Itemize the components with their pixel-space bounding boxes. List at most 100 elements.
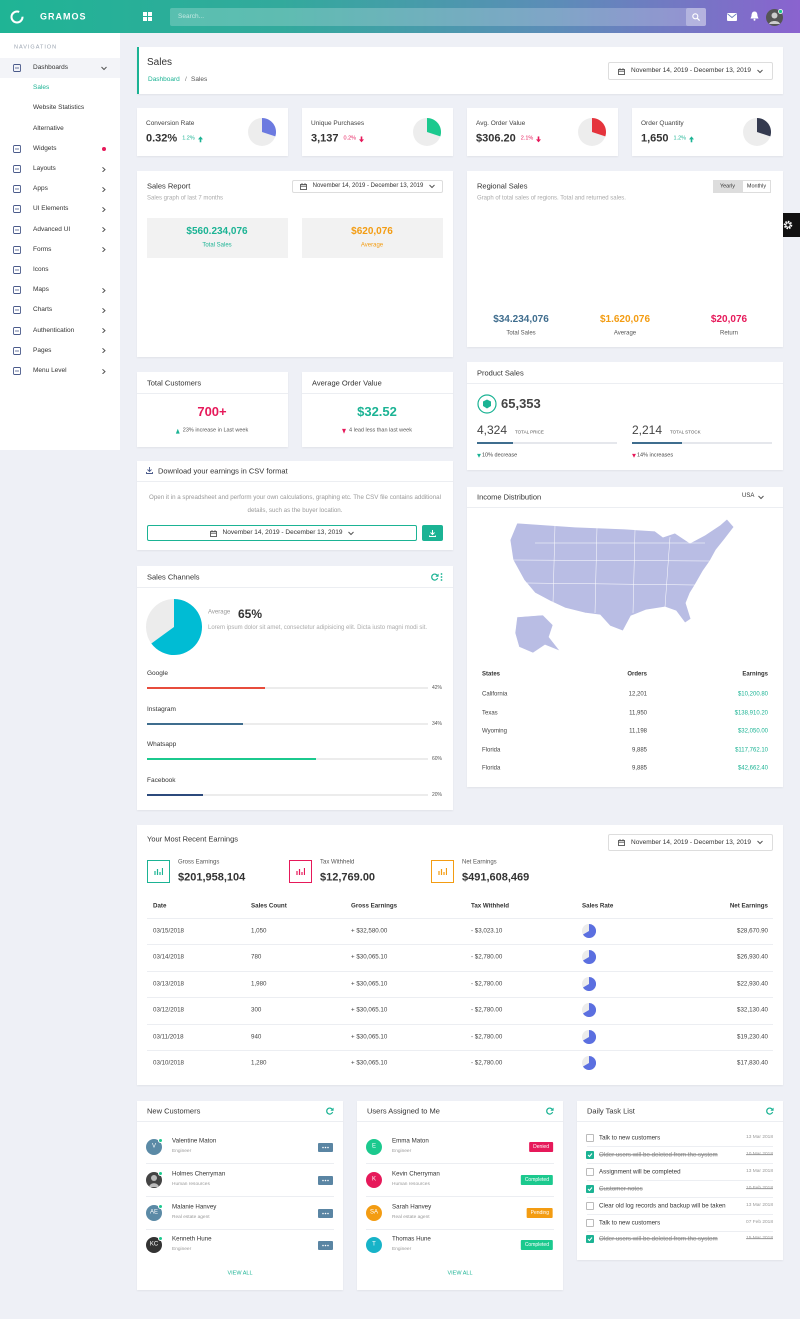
icon-part <box>327 1179 329 1182</box>
task-checkbox[interactable] <box>586 1134 594 1142</box>
trend-arrow <box>359 136 365 142</box>
task-checkbox[interactable] <box>586 1150 594 1159</box>
sales-rate-pie <box>582 950 596 965</box>
date-range-button[interactable]: November 14, 2019 - December 13, 2019 <box>608 834 773 851</box>
channel-percent: 34% <box>432 720 443 727</box>
stat-change: 0.2% <box>343 135 357 142</box>
nav-subitem[interactable] <box>0 78 120 98</box>
icon-part <box>689 136 695 142</box>
icon-part <box>769 21 780 24</box>
search-button[interactable] <box>686 8 706 26</box>
icon-part <box>102 307 106 313</box>
task-checkbox[interactable] <box>586 1218 594 1227</box>
divider <box>147 997 773 999</box>
stat-pie <box>578 118 606 146</box>
icon-part <box>753 18 756 21</box>
summary-value: $12,769.00 <box>320 871 376 884</box>
icon-part <box>13 205 21 214</box>
toggle-button[interactable] <box>742 180 771 193</box>
date-range-button[interactable]: November 14, 2019 - December 13, 2019 <box>292 180 443 193</box>
task-checkbox[interactable] <box>586 1167 594 1176</box>
table-cell: $17,830.40 <box>737 1059 768 1067</box>
calendar-icon <box>618 67 625 75</box>
search-icon <box>692 13 700 21</box>
download-text-box: Open it in a spreadsheet and perform you… <box>147 491 443 517</box>
dots-icon <box>322 1245 329 1247</box>
nav-item[interactable] <box>0 58 120 78</box>
chevron-icon <box>102 287 106 293</box>
table-cell: $32,050.00 <box>737 728 768 735</box>
usa-map <box>509 518 735 654</box>
icon-part <box>757 69 763 73</box>
card-title: Average Order Value <box>312 378 382 388</box>
trend-arrow <box>342 428 347 434</box>
avatar-initials: SA <box>369 1209 379 1215</box>
divider <box>137 1121 343 1122</box>
nav-label: Advanced UI <box>33 225 71 233</box>
task-checkbox[interactable] <box>586 1235 594 1244</box>
divider <box>146 1163 334 1164</box>
status-badge: Denied <box>529 1142 553 1152</box>
table-cell: 9,885 <box>631 765 647 772</box>
nav-dot <box>102 146 106 151</box>
icon-part <box>324 1146 327 1149</box>
online-dot <box>158 1236 163 1242</box>
summary-value: $620,076 <box>351 226 393 237</box>
nav-label: Menu Level <box>33 367 67 375</box>
table-cell: 1,050 <box>251 927 267 935</box>
chevron-icon <box>102 166 106 172</box>
toggle-label: Monthly <box>746 183 767 190</box>
person-name: Kevin Cherryman <box>392 1170 440 1178</box>
stat-value-row: $306.20 2.1% <box>476 132 542 145</box>
icon-part <box>583 976 596 991</box>
person-role: Human resources <box>172 1181 210 1187</box>
table-cell: + $30,065.10 <box>351 1059 388 1067</box>
icon-part <box>440 579 443 581</box>
icon-part <box>778 9 783 14</box>
table-cell: 12,201 <box>628 691 647 698</box>
card-title: Total Customers <box>147 378 202 388</box>
search-box[interactable] <box>170 8 706 26</box>
icon-part <box>477 394 497 414</box>
icon-part <box>512 524 711 614</box>
icon-part <box>13 64 21 72</box>
table-cell: $19,230.40 <box>737 1032 768 1040</box>
divider <box>137 481 453 482</box>
chevron-icon <box>102 227 106 233</box>
chevron-icon <box>348 531 355 535</box>
table-cell: $22,930.40 <box>737 980 768 988</box>
summary-icon <box>154 868 163 875</box>
metric-label: TOTAL STOCK <box>670 429 701 435</box>
icon-part <box>146 467 153 474</box>
toggle-button[interactable] <box>713 180 742 193</box>
person-name: Sarah Hanvey <box>392 1202 432 1210</box>
icon-part <box>440 573 443 575</box>
icon-part <box>583 1029 596 1044</box>
avatar-initials: AE <box>149 1209 159 1215</box>
divider <box>147 1050 773 1051</box>
stat-value-row: 1,650 1.2% <box>641 132 695 145</box>
date-range-button[interactable]: November 14, 2019 - December 13, 2019 <box>608 62 773 80</box>
task-checkbox[interactable] <box>586 1184 594 1193</box>
divider <box>587 1162 773 1164</box>
table-header: Net Earnings <box>729 902 768 910</box>
view-all-link[interactable]: VIEW ALL <box>227 1270 253 1277</box>
icon-part <box>583 1003 596 1018</box>
avatar-initials: T <box>372 1241 376 1248</box>
view-all-link[interactable]: VIEW ALL <box>447 1270 473 1277</box>
task-checkbox[interactable] <box>586 1201 594 1210</box>
task-text: Customer notes <box>599 1184 643 1192</box>
divider <box>467 383 783 384</box>
check-icon <box>587 1153 593 1158</box>
refresh-icon <box>546 1107 554 1115</box>
icon-part <box>587 1186 593 1191</box>
date-range-button[interactable]: November 14, 2019 - December 13, 2019 <box>147 525 417 541</box>
divider <box>302 393 453 394</box>
avatar <box>146 1139 162 1155</box>
refresh-icon <box>326 1107 334 1115</box>
country-select[interactable]: USA <box>742 491 773 503</box>
divider <box>137 393 288 394</box>
breadcrumb-current: Sales <box>191 76 208 84</box>
region-label: Total Sales <box>506 330 536 337</box>
